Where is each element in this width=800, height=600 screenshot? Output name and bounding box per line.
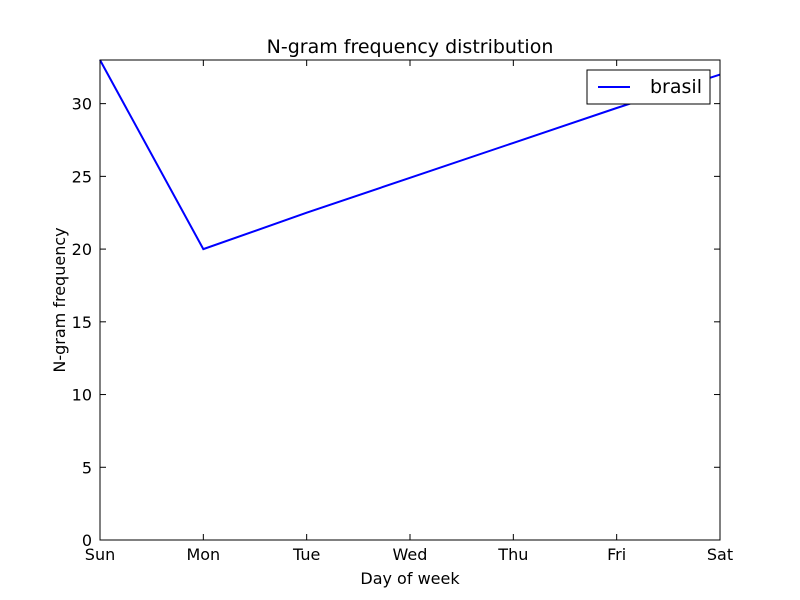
ticks-layer: Sun Mon Tue Wed Thu Fri Sat 0 5 10 15 20 25 30 — [72, 60, 733, 564]
x-tick-label: Wed — [393, 545, 428, 564]
series-layer — [99, 59, 721, 251]
legend: brasil — [586, 69, 711, 105]
y-tick-label: 10 — [72, 386, 92, 405]
x-tick-label: Thu — [497, 545, 528, 564]
plot-frame — [99, 59, 721, 541]
x-tick-label: Sat — [707, 545, 733, 564]
y-tick-label: 25 — [72, 167, 92, 186]
y-axis-label: N-gram frequency — [50, 227, 69, 372]
y-tick-label: 30 — [72, 95, 92, 114]
x-tick-label: Fri — [607, 545, 626, 564]
chart-title: N-gram frequency distribution — [267, 36, 554, 58]
x-axis-label: Day of week — [360, 569, 460, 588]
y-tick-label: 20 — [72, 240, 92, 259]
x-tick-label: Mon — [186, 545, 220, 564]
y-tick-label: 0 — [82, 531, 92, 550]
y-tick-label: 5 — [82, 458, 92, 477]
series-line-brasil — [99, 59, 721, 251]
y-tick-label: 15 — [72, 313, 92, 332]
x-tick-label: Tue — [292, 545, 320, 564]
x-tick-label: Sun — [85, 545, 115, 564]
legend-label-brasil: brasil — [650, 76, 702, 98]
